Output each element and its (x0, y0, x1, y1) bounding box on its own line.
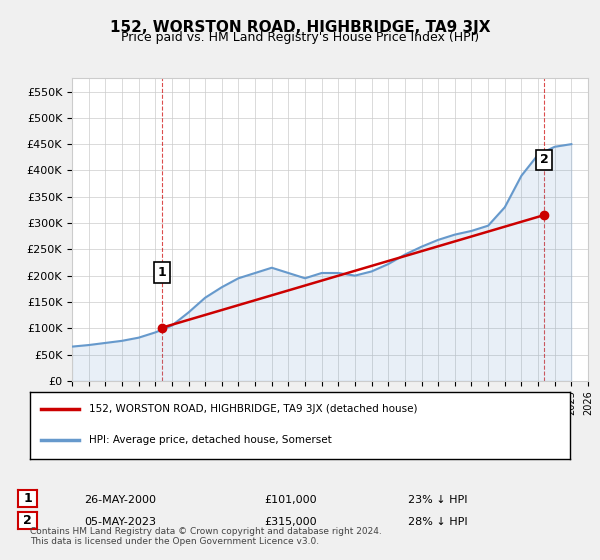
Text: 2: 2 (539, 153, 548, 166)
Text: 152, WORSTON ROAD, HIGHBRIDGE, TA9 3JX (detached house): 152, WORSTON ROAD, HIGHBRIDGE, TA9 3JX (… (89, 404, 418, 414)
Text: 1: 1 (23, 492, 32, 505)
Text: Price paid vs. HM Land Registry's House Price Index (HPI): Price paid vs. HM Land Registry's House … (121, 31, 479, 44)
Text: Contains HM Land Registry data © Crown copyright and database right 2024.
This d: Contains HM Land Registry data © Crown c… (30, 526, 382, 546)
Text: 26-MAY-2000: 26-MAY-2000 (84, 495, 156, 505)
Text: 05-MAY-2023: 05-MAY-2023 (84, 517, 156, 527)
Text: £101,000: £101,000 (264, 495, 317, 505)
Text: HPI: Average price, detached house, Somerset: HPI: Average price, detached house, Some… (89, 435, 332, 445)
Text: 152, WORSTON ROAD, HIGHBRIDGE, TA9 3JX: 152, WORSTON ROAD, HIGHBRIDGE, TA9 3JX (110, 20, 490, 35)
Text: 28% ↓ HPI: 28% ↓ HPI (408, 517, 467, 527)
Text: 23% ↓ HPI: 23% ↓ HPI (408, 495, 467, 505)
Text: 2: 2 (23, 514, 32, 527)
Text: £315,000: £315,000 (264, 517, 317, 527)
Text: 1: 1 (158, 266, 166, 279)
